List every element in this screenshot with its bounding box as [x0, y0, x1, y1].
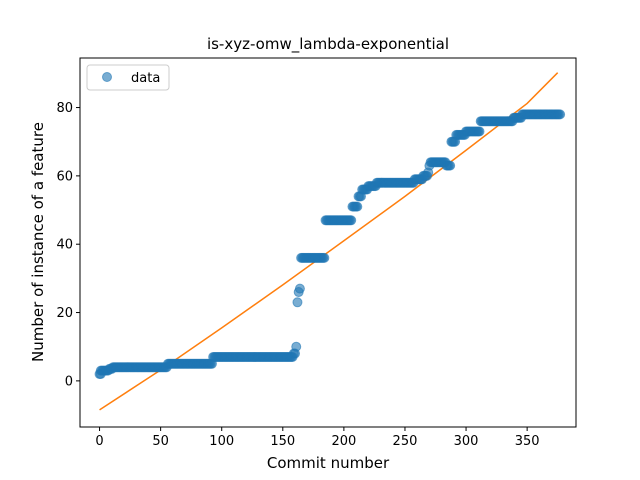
- data-point: [352, 201, 363, 212]
- y-tick-label: 20: [56, 306, 73, 321]
- x-tick-label: 300: [454, 434, 479, 449]
- plot-frame: [79, 57, 577, 428]
- x-tick-label: 100: [209, 434, 234, 449]
- y-tick-label: 40: [56, 238, 73, 253]
- data-point: [319, 252, 330, 263]
- legend: data: [86, 64, 170, 91]
- legend-marker-data: [102, 72, 112, 82]
- x-axis-label: Commit number: [267, 454, 390, 472]
- y-axis-label: Number of instance of a feature: [29, 122, 47, 362]
- x-tick-label: 250: [393, 434, 418, 449]
- legend-box: [86, 64, 170, 91]
- x-axis-ticks: 0 50 100 150 200 250 300 350: [95, 427, 540, 449]
- data-point: [292, 297, 303, 308]
- data-point: [555, 109, 566, 120]
- chart-title: is-xyz-omw_lambda-exponential: [207, 35, 449, 54]
- x-tick-label: 0: [95, 434, 103, 449]
- data-points: [94, 109, 566, 380]
- data-point: [291, 341, 302, 352]
- x-tick-label: 200: [331, 434, 356, 449]
- y-axis-ticks: 0 20 40 60 80: [56, 101, 80, 389]
- data-point: [294, 283, 305, 294]
- legend-label-data: data: [131, 71, 160, 86]
- x-tick-label: 350: [515, 434, 540, 449]
- data-point: [445, 160, 456, 171]
- data-point: [474, 126, 485, 137]
- y-tick-label: 60: [56, 169, 73, 184]
- data-point: [346, 215, 357, 226]
- y-tick-label: 0: [65, 374, 73, 389]
- x-tick-label: 150: [270, 434, 295, 449]
- y-tick-label: 80: [56, 101, 73, 116]
- x-tick-label: 50: [152, 434, 169, 449]
